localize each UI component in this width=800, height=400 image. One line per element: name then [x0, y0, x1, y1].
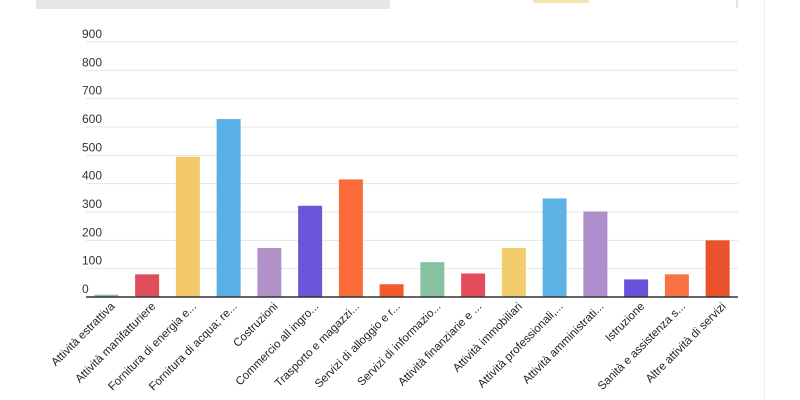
bar: [705, 240, 730, 297]
x-tick-label: Attività finanziarie e ...: [396, 301, 484, 389]
y-tick-label: 900: [82, 27, 102, 41]
y-tick-label: 800: [82, 55, 102, 69]
bar: [298, 205, 323, 297]
y-tick-label: 0: [82, 282, 89, 296]
y-tick-label: 600: [82, 112, 102, 126]
top-panel-strip: [36, 0, 390, 9]
bar: [379, 284, 404, 297]
bar: [94, 294, 119, 297]
bar: [216, 119, 241, 297]
bars: [94, 119, 730, 297]
bar: [664, 274, 689, 297]
x-tick-label: Attività immobiliari: [451, 301, 525, 375]
bar: [501, 247, 526, 297]
bar: [420, 262, 445, 297]
y-tick-label: 300: [82, 197, 102, 211]
bar: [338, 179, 363, 297]
x-tick-label: Attività amministrati...: [521, 301, 607, 387]
x-tick-label: Commercio all ingro...: [234, 301, 322, 389]
y-tick-label: 500: [82, 140, 102, 154]
bar: [542, 198, 567, 297]
y-tick-label: 400: [82, 169, 102, 183]
top-accent-strip: [533, 0, 589, 3]
right-frame-line: [736, 0, 738, 8]
y-tick-label: 200: [82, 225, 102, 239]
x-tick-label: Istruzione: [604, 301, 648, 345]
y-tick-label: 100: [82, 254, 102, 268]
bar: [583, 211, 608, 297]
bar: [461, 273, 486, 297]
y-tick-label: 700: [82, 84, 102, 98]
x-tick-label: Servizi di informazio...: [355, 301, 443, 389]
bar: [175, 156, 200, 297]
x-tick-label: Altre attività di servizi: [644, 301, 729, 386]
y-tick-labels: 0 100 200 300 400 500 600 700 800 900: [82, 27, 102, 296]
bar: [135, 274, 160, 297]
bar: [624, 279, 649, 297]
page-divider: [764, 0, 765, 400]
x-tick-label: Attività manifatturiere: [73, 301, 158, 386]
bar: [257, 247, 282, 297]
